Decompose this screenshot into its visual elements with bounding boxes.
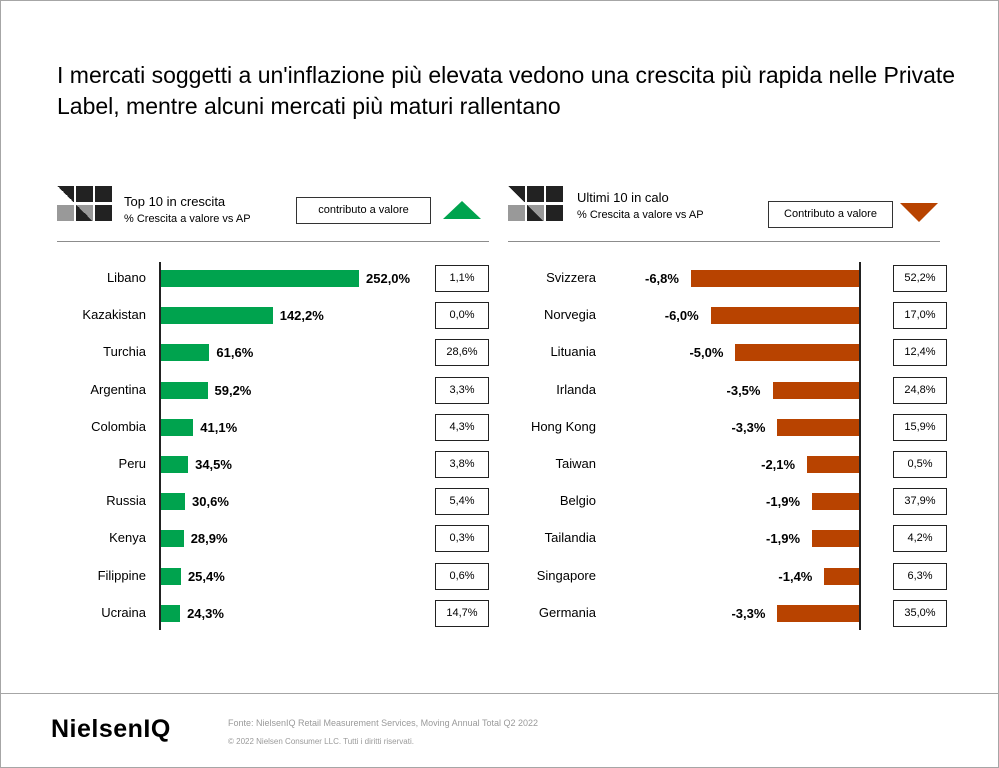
value-label: -3,3% — [731, 605, 766, 621]
bar — [161, 530, 184, 548]
category-label: Russia — [106, 493, 146, 509]
contribution-value: 0,3% — [435, 525, 489, 553]
value-label: 252,0% — [366, 271, 411, 286]
value-label: -1,9% — [766, 531, 801, 547]
category-label: Libano — [106, 270, 146, 285]
value-label: 34,5% — [195, 457, 232, 472]
category-label: Peru — [118, 456, 146, 471]
bar — [824, 567, 859, 585]
value-label: -6,0% — [664, 308, 699, 324]
right-axis-line — [859, 262, 861, 630]
bar — [710, 307, 859, 325]
value-label: 30,6% — [192, 494, 229, 510]
value-label: -1,9% — [766, 494, 801, 510]
value-label: 24,3% — [187, 605, 224, 621]
contribution-value: 0,6% — [435, 562, 489, 590]
value-label: 28,9% — [190, 531, 228, 547]
right-panel-subtitle: % Crescita a valore vs AP — [577, 209, 704, 221]
value-label: -6,8% — [645, 271, 679, 286]
bar — [161, 493, 186, 511]
footer-divider — [0, 693, 999, 694]
bar — [161, 344, 210, 362]
bar — [161, 270, 359, 287]
category-label: Ucraina — [101, 604, 146, 620]
bar — [735, 344, 859, 362]
contribution-value: 28,6% — [435, 339, 489, 367]
contribution-value: 0,0% — [435, 302, 489, 330]
category-label: Tailandia — [544, 530, 596, 546]
category-label: Lituania — [550, 344, 596, 360]
right-panel-title: Ultimi 10 in calo — [577, 190, 669, 205]
category-label: Argentina — [90, 381, 146, 397]
contribution-value: 37,9% — [893, 488, 947, 516]
right-divider — [508, 241, 940, 242]
contribution-value: 12,4% — [893, 339, 947, 367]
bar — [161, 307, 273, 325]
value-label: 41,1% — [200, 419, 238, 435]
category-label: Irlanda — [556, 381, 596, 397]
category-label: Svizzera — [546, 270, 596, 285]
contribution-value: 4,3% — [435, 413, 489, 441]
category-label: Taiwan — [555, 456, 596, 471]
contribution-value: 4,2% — [893, 525, 947, 553]
contribution-value: 1,1% — [435, 265, 489, 292]
page-title: I mercati soggetti a un'inflazione più e… — [57, 62, 956, 119]
bar — [161, 604, 181, 622]
bar — [777, 418, 859, 436]
bar — [772, 381, 859, 399]
contribution-value: 3,8% — [435, 451, 489, 478]
contribution-value: 24,8% — [893, 376, 947, 404]
value-label: -5,0% — [689, 345, 724, 361]
value-label: -3,5% — [726, 382, 761, 398]
left-panel-title: Top 10 in crescita — [124, 194, 226, 209]
value-label: -3,3% — [731, 419, 766, 435]
grid-logo-icon — [57, 186, 115, 222]
nielseniq-logo: NielsenIQ — [51, 715, 171, 743]
category-label: Colombia — [91, 418, 146, 434]
up-triangle-icon — [443, 201, 481, 219]
bar — [777, 604, 859, 622]
bar — [161, 381, 208, 399]
category-label: Belgio — [559, 493, 596, 509]
contribution-value: 14,7% — [435, 599, 489, 627]
grid-logo-icon-right — [508, 186, 566, 222]
value-label: -2,1% — [761, 457, 796, 472]
category-label: Kenya — [109, 530, 146, 546]
contribution-value: 52,2% — [893, 265, 947, 292]
bar — [161, 418, 194, 436]
bar — [691, 270, 859, 287]
value-label: 142,2% — [279, 308, 324, 324]
value-label: 61,6% — [216, 345, 254, 361]
category-label: Kazakistan — [82, 307, 146, 323]
down-triangle-icon — [900, 203, 938, 222]
left-contribution-label: contributo a valore — [296, 197, 431, 224]
category-label: Turchia — [103, 344, 146, 360]
value-label: 59,2% — [214, 382, 252, 398]
bar — [161, 567, 181, 585]
contribution-value: 17,0% — [893, 302, 947, 330]
contribution-value: 3,3% — [435, 376, 489, 404]
contribution-value: 0,5% — [893, 451, 947, 478]
contribution-value: 35,0% — [893, 599, 947, 627]
right-contribution-label: Contributo a valore — [768, 201, 893, 228]
left-panel-subtitle: % Crescita a valore vs AP — [124, 213, 251, 225]
category-label: Norvegia — [543, 307, 596, 323]
value-label: 25,4% — [187, 568, 225, 584]
bar — [812, 530, 859, 548]
contribution-value: 5,4% — [435, 488, 489, 516]
contribution-value: 6,3% — [893, 562, 947, 590]
category-label: Hong Kong — [530, 418, 596, 434]
category-label: Filippine — [97, 567, 146, 583]
category-label: Singapore — [536, 567, 596, 583]
bar — [812, 493, 859, 511]
copyright-note: © 2022 Nielsen Consumer LLC. Tutti i dir… — [228, 737, 414, 746]
source-note: Fonte: NielsenIQ Retail Measurement Serv… — [228, 718, 538, 728]
left-axis-line — [159, 262, 161, 630]
left-divider — [57, 241, 489, 242]
category-label: Germania — [538, 604, 596, 620]
contribution-value: 15,9% — [893, 413, 947, 441]
bar — [161, 456, 189, 473]
bar — [807, 456, 859, 473]
value-label: -1,4% — [778, 568, 813, 584]
